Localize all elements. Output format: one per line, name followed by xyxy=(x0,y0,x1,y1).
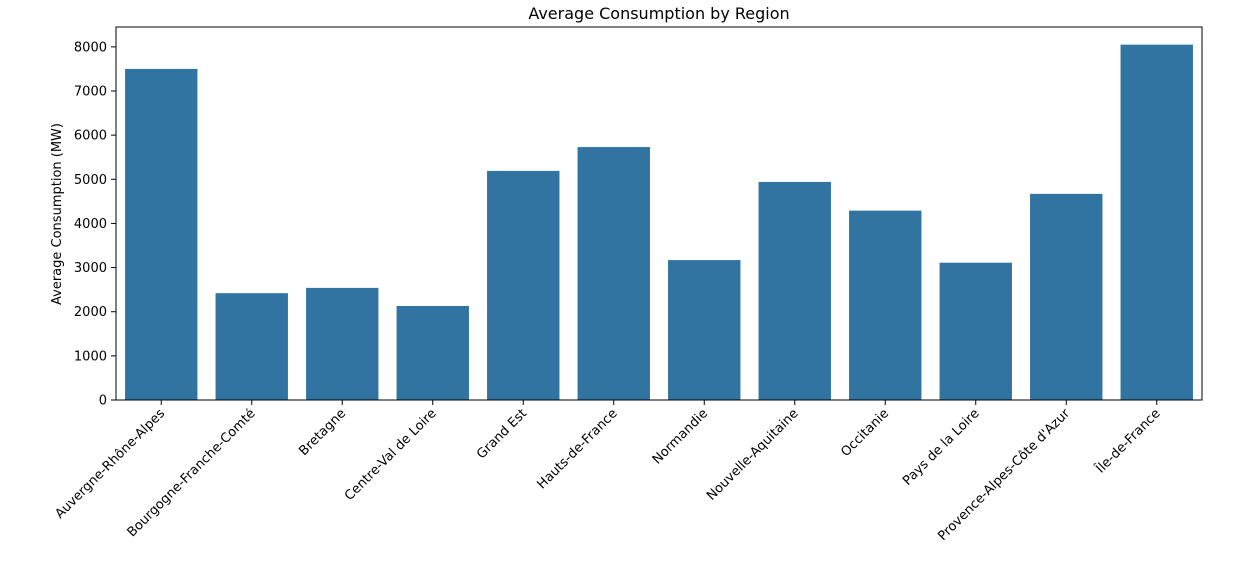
bars-layer xyxy=(125,44,1193,401)
x-tick-label: Pays de la Loire xyxy=(900,406,982,488)
y-tick-label: 8000 xyxy=(74,40,107,55)
y-tick-label: 7000 xyxy=(74,85,107,100)
chart-title: Average Consumption by Region xyxy=(528,4,789,23)
bar-1 xyxy=(215,293,288,400)
bar-10 xyxy=(1030,193,1103,400)
bar-6 xyxy=(668,260,741,400)
y-axis-label: Average Consumption (MW) xyxy=(50,123,65,305)
y-axis: 0 1000 2000 3000 4000 5000 6000 7000 8000 xyxy=(74,40,116,409)
x-tick-label: Occitanie xyxy=(838,406,892,460)
bar-7 xyxy=(758,181,831,400)
bar-0 xyxy=(125,68,198,401)
bar-9 xyxy=(939,262,1012,400)
y-tick-label: 0 xyxy=(99,394,107,409)
x-tick-label: Nouvelle-Aquitaine xyxy=(704,406,802,504)
x-tick-label: Normandie xyxy=(650,406,711,467)
x-tick-label: Île-de-France xyxy=(1092,406,1164,478)
plot-frame xyxy=(115,26,1203,401)
bar-8 xyxy=(849,210,922,400)
y-tick-label: 2000 xyxy=(74,305,107,320)
x-tick-label: Centre-Val de Loire xyxy=(342,406,440,504)
bar-11 xyxy=(1120,44,1193,401)
y-tick-label: 4000 xyxy=(74,217,107,232)
y-tick-label: 1000 xyxy=(74,349,107,364)
x-tick-label: Grand Est xyxy=(474,406,530,462)
y-tick-label: 3000 xyxy=(74,261,107,276)
y-tick-label: 5000 xyxy=(74,173,107,188)
x-tick-label: Hauts-de-France xyxy=(535,406,621,492)
bar-3 xyxy=(396,305,469,400)
y-tick-label: 6000 xyxy=(74,129,107,144)
bar-4 xyxy=(487,170,560,400)
x-tick-label: Bretagne xyxy=(296,406,349,459)
bar-5 xyxy=(577,147,650,400)
bar-2 xyxy=(306,287,379,400)
x-axis: Auvergne-Rhône-AlpesBourgogne-Franche-Co… xyxy=(52,400,1164,544)
